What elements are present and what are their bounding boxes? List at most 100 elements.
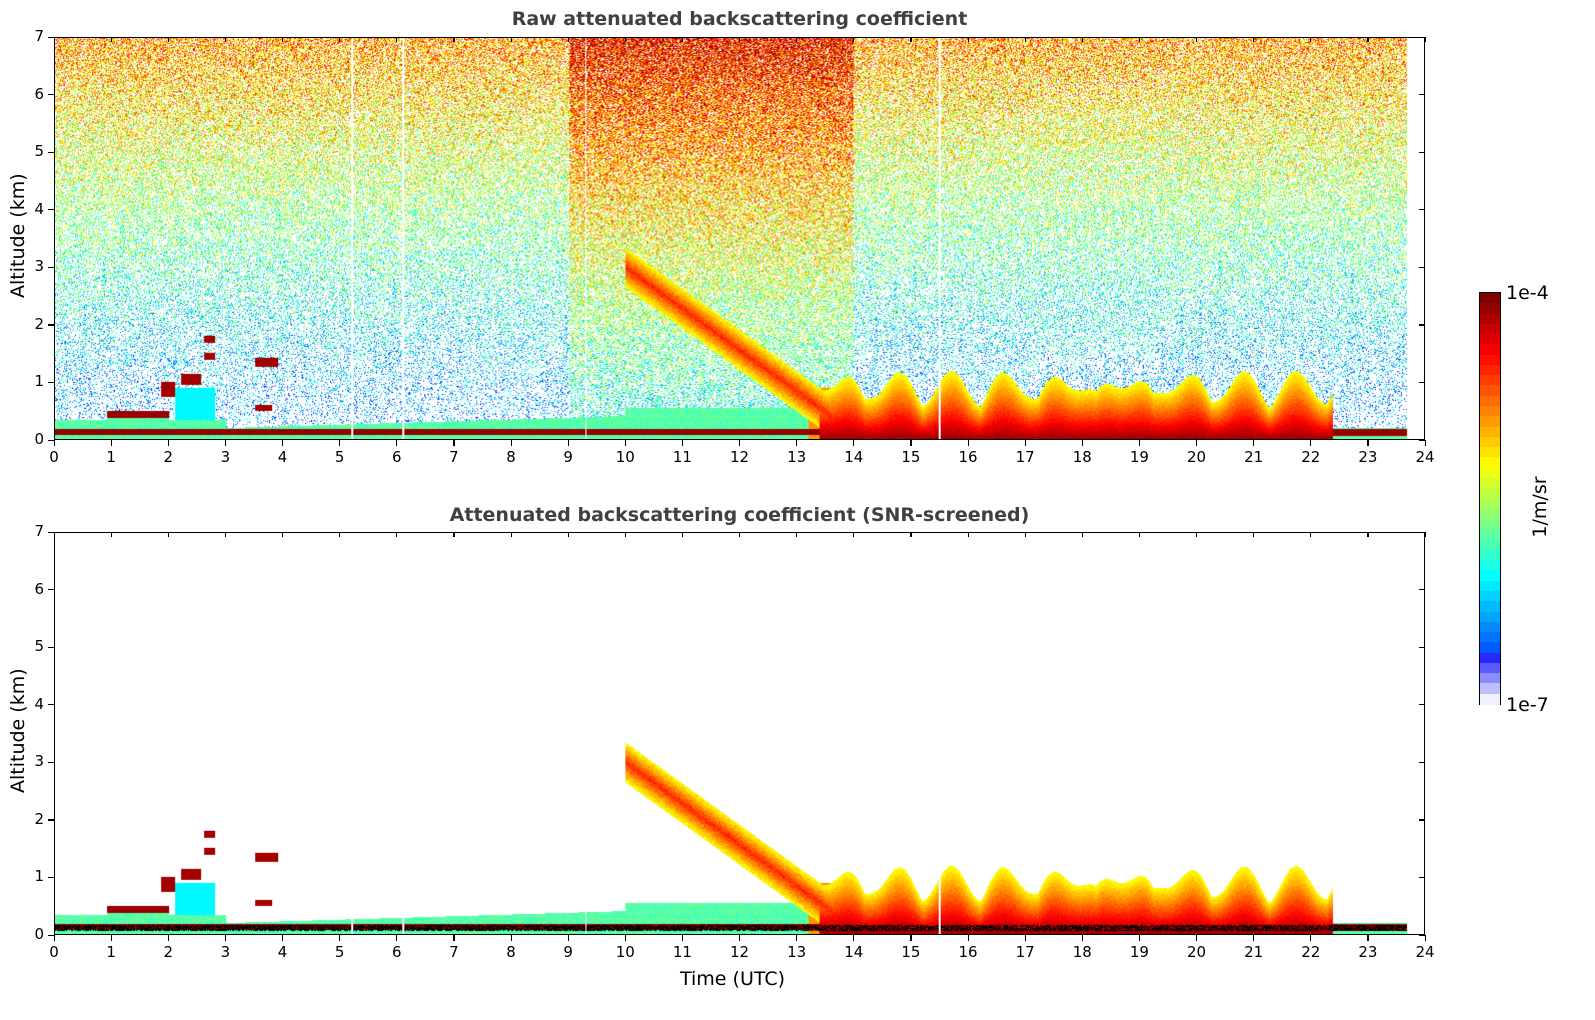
x-tick-top [910, 37, 912, 42]
x-tick-label: 0 [49, 943, 59, 961]
x-tick-label: 15 [901, 448, 921, 466]
x-tick-label: 17 [1015, 943, 1035, 961]
x-tick [681, 935, 684, 941]
y-tick-label: 5 [34, 142, 44, 161]
y-tick-right [1419, 151, 1425, 153]
x-tick-label: 13 [787, 448, 807, 466]
x-tick [967, 935, 969, 941]
x-tick-top [453, 532, 455, 537]
x-tick-label: 9 [563, 943, 573, 961]
x-tick-label: 12 [729, 448, 750, 466]
x-tick [339, 440, 341, 446]
x-tick-label: 17 [1015, 448, 1035, 466]
colorbar-step [1480, 375, 1500, 387]
y-tick [48, 209, 54, 211]
colorbar-step [1480, 683, 1500, 695]
colorbar-step [1480, 416, 1500, 428]
x-tick-label: 13 [787, 943, 807, 961]
x-tick-top [567, 37, 569, 42]
x-tick [224, 935, 227, 941]
x-tick [510, 935, 512, 941]
x-tick [1196, 935, 1198, 941]
colorbar-step [1480, 395, 1500, 408]
y-tick [48, 439, 54, 441]
x-tick-top [739, 37, 741, 42]
x-tick-top [1310, 532, 1312, 537]
x-tick [1138, 935, 1141, 941]
x-tick-top [339, 532, 341, 537]
x-tick-label: 5 [334, 448, 345, 466]
colorbar-step [1480, 364, 1500, 377]
y-tick-label: 2 [34, 809, 44, 828]
x-tick [339, 935, 341, 941]
colorbar-step [1480, 632, 1500, 644]
y-tick [48, 761, 54, 763]
y-tick-right [1419, 704, 1425, 706]
x-tick [739, 440, 741, 446]
x-tick [739, 935, 741, 941]
colorbar-step [1480, 467, 1500, 480]
colorbar-unit-label: 1/m/sr [1529, 476, 1551, 538]
y-tick-label: 4 [34, 199, 44, 218]
x-tick-top [853, 532, 855, 537]
top-y-axis-label: Altitude (km) [7, 173, 29, 298]
x-tick-top [167, 532, 169, 537]
x-tick [567, 935, 569, 941]
colorbar-step [1480, 426, 1500, 439]
colorbar-step [1480, 488, 1500, 500]
colorbar-step [1480, 354, 1500, 367]
y-tick-label: 5 [34, 637, 44, 656]
x-tick-top [396, 37, 398, 42]
colorbar-step [1480, 508, 1500, 521]
x-tick-top [967, 532, 969, 537]
x-tick-top [1138, 532, 1141, 537]
x-tick [1024, 440, 1026, 446]
x-tick [1196, 440, 1198, 446]
y-tick [48, 819, 54, 821]
x-tick [110, 440, 112, 446]
x-tick-top [624, 37, 626, 42]
colorbar-step [1480, 539, 1500, 552]
x-tick [224, 440, 227, 446]
x-tick-label: 10 [615, 448, 635, 466]
y-tick-right [1419, 94, 1425, 96]
x-tick [1310, 935, 1312, 941]
y-tick-right [1419, 209, 1425, 211]
colorbar-step [1480, 611, 1500, 624]
y-tick-right [1419, 324, 1425, 326]
x-tick-label: 1 [106, 943, 116, 961]
x-tick [510, 440, 512, 446]
colorbar-step [1480, 436, 1500, 449]
x-tick-label: 8 [506, 448, 516, 466]
x-tick-label: 14 [844, 448, 864, 466]
bottom-heatmap-panel [54, 532, 1425, 935]
x-tick [167, 935, 169, 941]
colorbar-step [1480, 447, 1500, 459]
y-tick-right [1419, 381, 1425, 384]
x-tick [910, 440, 912, 446]
x-tick-label: 23 [1358, 943, 1378, 961]
x-tick-top [910, 532, 912, 537]
x-tick-top [624, 532, 626, 537]
x-tick-top [853, 37, 855, 42]
x-tick-label: 22 [1301, 448, 1321, 466]
colorbar-step [1480, 344, 1500, 356]
x-tick [967, 440, 969, 446]
x-tick-label: 12 [729, 943, 750, 961]
x-tick-label: 8 [506, 943, 516, 961]
colorbar-step [1480, 560, 1500, 572]
x-tick-label: 11 [672, 448, 692, 466]
x-tick [1367, 440, 1369, 446]
colorbar-step [1480, 590, 1500, 603]
y-tick-right [1419, 819, 1425, 821]
x-tick [853, 440, 855, 446]
colorbar-step [1480, 601, 1500, 613]
top-chart-title: Raw attenuated backscattering coefficien… [511, 8, 968, 30]
colorbar-step [1480, 293, 1500, 305]
colorbar-step [1480, 498, 1500, 510]
x-tick-label: 19 [1129, 448, 1149, 466]
x-tick-label: 4 [277, 943, 288, 961]
x-tick-top [510, 37, 512, 42]
x-tick [453, 935, 455, 941]
x-tick [282, 440, 284, 446]
